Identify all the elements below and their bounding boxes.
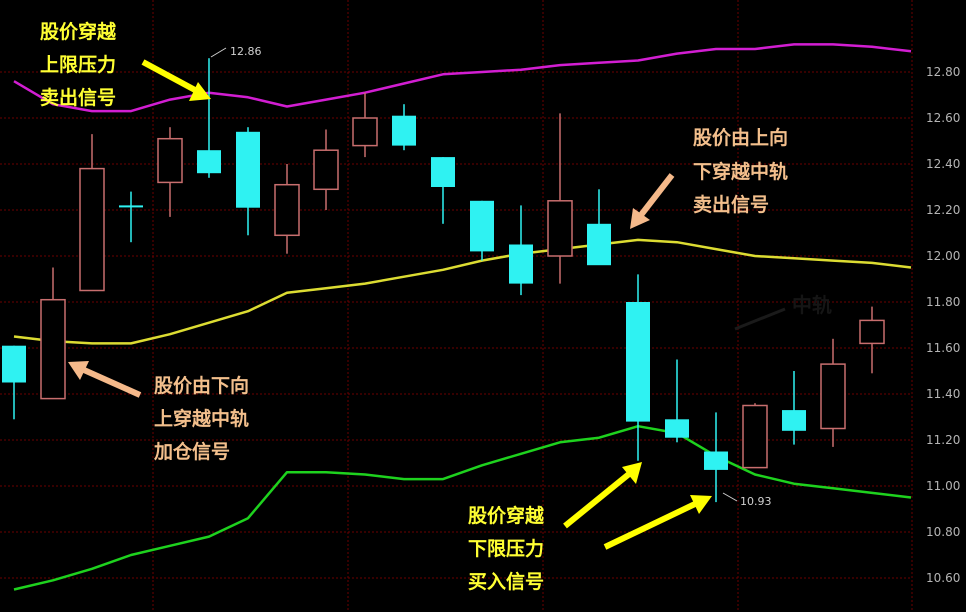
candle xyxy=(704,412,728,503)
candle xyxy=(547,113,573,284)
candle-body xyxy=(626,302,650,422)
candle xyxy=(313,129,339,210)
grid xyxy=(0,0,913,612)
candle xyxy=(274,164,300,254)
candle-body xyxy=(587,223,611,266)
lower-band-line xyxy=(13,424,912,591)
y-tick-label: 12.20 xyxy=(926,203,960,217)
y-tick-label: 12.00 xyxy=(926,249,960,263)
candle-body xyxy=(704,451,728,470)
candle xyxy=(352,92,378,158)
annotation-lower-buy-line1: 股价穿越 xyxy=(468,504,545,527)
annotation-middle-add: 股价由下向 上穿越中轨 加仓信号 xyxy=(153,374,249,463)
candle xyxy=(820,338,846,447)
annotation-upper-sell: 股价穿越 上限压力 卖出信号 xyxy=(40,20,117,109)
y-tick-label: 11.80 xyxy=(926,295,960,309)
candle xyxy=(431,157,455,224)
candle-body xyxy=(742,404,768,469)
candle-body xyxy=(547,200,573,257)
annotation-upper-sell-line1: 股价穿越 xyxy=(40,20,117,43)
candle-body xyxy=(859,319,885,345)
candle-body xyxy=(119,205,143,208)
arrow-middle-add xyxy=(68,361,142,398)
annotation-lower-buy-line2: 下限压力 xyxy=(468,537,544,560)
candle-body xyxy=(313,149,339,191)
annotation-middle-add-line3: 加仓信号 xyxy=(153,440,230,463)
watermark-arrow xyxy=(734,307,786,331)
bollinger-bands xyxy=(13,43,912,591)
annotation-middle-add-line1: 股价由下向 xyxy=(154,374,249,397)
annotation-lower-buy-line3: 买入信号 xyxy=(468,570,544,593)
arrow-lower-buy-left xyxy=(563,462,642,529)
candle xyxy=(40,267,66,400)
candle xyxy=(626,274,650,461)
low-mark-leader xyxy=(722,492,738,502)
y-tick-label: 11.40 xyxy=(926,387,960,401)
y-tick-label: 12.60 xyxy=(926,111,960,125)
candle xyxy=(859,306,885,374)
candle xyxy=(782,371,806,445)
candle-body xyxy=(392,115,416,146)
candle-body xyxy=(274,183,300,237)
candle xyxy=(587,189,611,266)
candle-body xyxy=(782,410,806,431)
annotation-middle-add-line2: 上穿越中轨 xyxy=(154,407,249,430)
candle-body xyxy=(665,419,689,438)
arrow-upper-sell xyxy=(141,59,211,101)
candle xyxy=(236,127,260,236)
annotation-middle-sell-line3: 卖出信号 xyxy=(693,193,769,216)
annotation-middle-sell-line2: 下穿越中轨 xyxy=(693,160,788,183)
candle xyxy=(2,345,26,420)
annotation-upper-sell-line2: 上限压力 xyxy=(40,53,116,76)
candle-body xyxy=(79,167,105,292)
y-tick-label: 12.40 xyxy=(926,157,960,171)
watermark-text: 中轨 xyxy=(792,293,832,317)
candle-body xyxy=(40,298,66,400)
candle xyxy=(157,127,183,217)
high-price-label: 12.86 xyxy=(230,45,262,58)
candle-body xyxy=(470,200,494,252)
candle xyxy=(509,205,533,296)
candle xyxy=(665,359,689,443)
candle xyxy=(470,200,494,261)
candle-body xyxy=(509,244,533,284)
candle xyxy=(119,191,143,243)
candle xyxy=(197,58,221,178)
y-tick-label: 11.20 xyxy=(926,433,960,447)
candle xyxy=(392,104,416,151)
high-price-mark: 12.86 xyxy=(210,45,262,58)
annotation-arrows xyxy=(68,59,712,550)
candle xyxy=(79,134,105,292)
candle-body xyxy=(236,131,260,208)
annotation-upper-sell-line3: 卖出信号 xyxy=(40,86,116,109)
upper-band-line xyxy=(13,43,912,113)
y-axis: 12.80 12.60 12.40 12.20 12.00 11.80 11.60 11.40… xyxy=(926,65,960,585)
low-price-mark: 10.93 xyxy=(722,492,772,508)
candle-body xyxy=(352,117,378,147)
y-tick-label: 10.80 xyxy=(926,525,960,539)
annotation-lower-buy: 股价穿越 下限压力 买入信号 xyxy=(468,504,545,593)
y-tick-label: 11.00 xyxy=(926,479,960,493)
candle-body xyxy=(197,150,221,174)
annotation-middle-sell: 股价由上向 下穿越中轨 卖出信号 xyxy=(693,126,788,216)
y-tick-label: 11.60 xyxy=(926,341,960,355)
candle-body xyxy=(431,157,455,187)
candle-body xyxy=(157,137,183,184)
candle xyxy=(742,403,768,469)
annotation-middle-sell-line1: 股价由上向 xyxy=(693,126,788,149)
middle-band-line xyxy=(13,238,912,345)
y-tick-label: 10.60 xyxy=(926,571,960,585)
low-price-label: 10.93 xyxy=(740,495,772,508)
middle-band-watermark: 中轨 xyxy=(734,293,832,331)
candle-body xyxy=(2,345,26,383)
y-tick-label: 12.80 xyxy=(926,65,960,79)
arrow-lower-buy-right xyxy=(603,495,712,550)
high-mark-leader xyxy=(210,47,227,58)
candle-body xyxy=(820,363,846,430)
arrow-middle-sell xyxy=(630,173,675,229)
candles xyxy=(2,58,885,503)
